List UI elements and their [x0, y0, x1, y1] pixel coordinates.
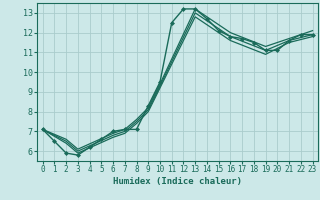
X-axis label: Humidex (Indice chaleur): Humidex (Indice chaleur)	[113, 177, 242, 186]
